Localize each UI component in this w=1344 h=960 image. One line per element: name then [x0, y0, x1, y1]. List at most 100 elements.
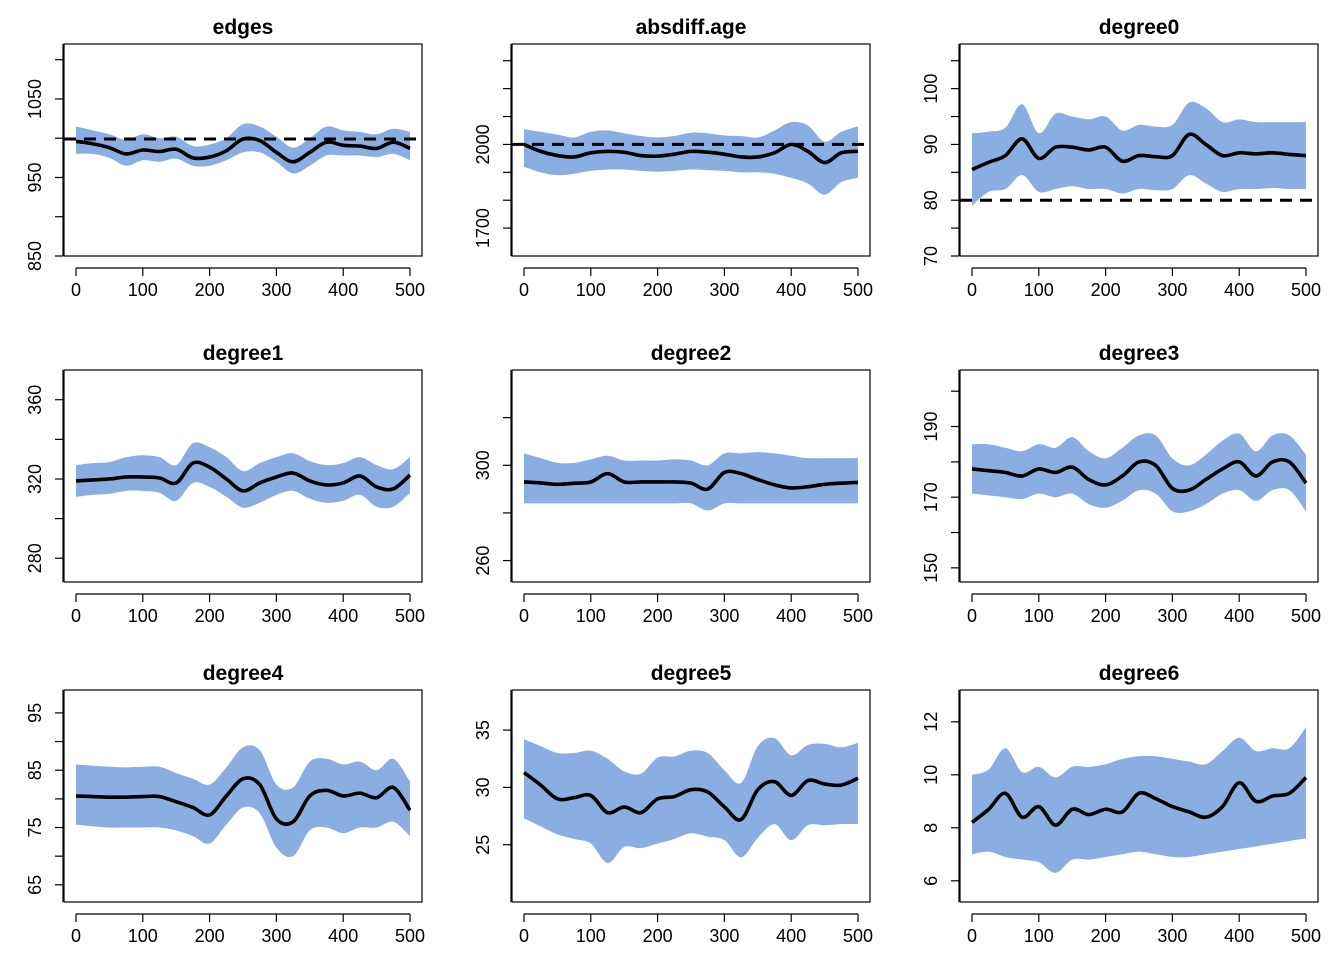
panel-degree6: degree6 0 100 200 300 400 500 6 8 10 12: [921, 662, 1321, 946]
plot-area: [971, 433, 1308, 513]
y-tick-label: 30: [473, 777, 493, 797]
panel-title: absdiff.age: [636, 16, 747, 39]
panel-title: degree1: [203, 342, 284, 365]
x-tick-label: 100: [128, 926, 158, 946]
x-tick-label: 500: [843, 606, 873, 626]
x-tick-label: 300: [261, 926, 291, 946]
x-axis: 0 100 200 300 400 500: [71, 913, 425, 946]
panel-title: degree0: [1099, 16, 1180, 39]
panel-degree5: degree5 0 100 200 300 400 500 25 30 35: [473, 662, 873, 946]
x-tick-label: 500: [395, 926, 425, 946]
y-tick-label: 65: [25, 875, 45, 895]
x-tick-label: 0: [519, 926, 529, 946]
y-tick-label: 1050: [25, 79, 45, 119]
y-tick-label: 300: [473, 450, 493, 480]
plot-area: [512, 121, 870, 195]
x-tick-label: 100: [128, 606, 158, 626]
confidence-band: [972, 433, 1306, 513]
plot-frame: [63, 369, 423, 583]
x-axis: 0 100 200 300 400 500: [967, 593, 1321, 626]
plot-area: [522, 737, 859, 864]
x-tick-label: 100: [576, 280, 606, 300]
plot-area: [75, 442, 412, 509]
panel-title: degree3: [1099, 342, 1180, 365]
x-tick-label: 300: [709, 926, 739, 946]
y-tick-label: 75: [25, 817, 45, 837]
plot-frame: [511, 369, 871, 583]
x-tick-label: 400: [1224, 926, 1254, 946]
x-tick-label: 200: [1091, 606, 1121, 626]
mean-line: [971, 132, 1307, 172]
plot-frame: [959, 369, 1319, 583]
plot-area: [75, 745, 412, 858]
x-tick-label: 300: [261, 606, 291, 626]
x-tick-label: 300: [1157, 280, 1187, 300]
panel-title: degree5: [651, 662, 732, 685]
mean-line: [523, 142, 859, 165]
y-axis: 6 8 10 12: [921, 690, 960, 902]
x-tick-label: 500: [395, 280, 425, 300]
y-tick-label: 25: [473, 835, 493, 855]
x-tick-label: 0: [519, 280, 529, 300]
x-tick-label: 100: [576, 926, 606, 946]
y-tick-label: 1700: [473, 208, 493, 248]
x-tick-label: 500: [843, 926, 873, 946]
x-tick-label: 500: [1291, 280, 1321, 300]
mean-line: [75, 776, 412, 826]
x-tick-label: 0: [71, 280, 81, 300]
plot-area: [64, 123, 422, 174]
x-tick-label: 400: [328, 280, 358, 300]
y-tick-label: 150: [921, 553, 941, 583]
x-tick-label: 100: [1024, 926, 1054, 946]
x-tick-label: 0: [71, 926, 81, 946]
x-tick-label: 200: [195, 280, 225, 300]
y-tick-label: 8: [921, 823, 941, 833]
x-tick-label: 100: [128, 280, 158, 300]
y-tick-label: 85: [25, 760, 45, 780]
x-tick-label: 200: [643, 606, 673, 626]
x-tick-label: 0: [519, 606, 529, 626]
x-tick-label: 0: [967, 926, 977, 946]
x-tick-label: 100: [576, 606, 606, 626]
y-tick-label: 850: [25, 241, 45, 271]
x-tick-label: 400: [776, 606, 806, 626]
y-axis: 150 170 190: [921, 370, 960, 583]
y-tick-label: 95: [25, 703, 45, 723]
plot-frame: [511, 43, 871, 257]
x-tick-label: 0: [71, 606, 81, 626]
y-tick-label: 6: [921, 876, 941, 886]
x-tick-label: 400: [328, 606, 358, 626]
x-tick-label: 400: [776, 280, 806, 300]
panel-title: degree4: [203, 662, 284, 685]
y-tick-label: 320: [25, 464, 45, 494]
panel-degree4: degree4 0 100 200 300 400 500 65 75 85 95: [25, 662, 425, 946]
plot-frame: [63, 689, 423, 903]
x-axis: 0 100 200 300 400 500: [519, 267, 873, 300]
y-tick-label: 190: [921, 412, 941, 442]
confidence-band: [524, 121, 858, 195]
y-axis: 1700 2000: [473, 44, 512, 256]
x-tick-label: 200: [643, 926, 673, 946]
plot-area: [970, 727, 1308, 873]
x-tick-label: 200: [195, 606, 225, 626]
x-tick-label: 500: [843, 280, 873, 300]
x-tick-label: 500: [395, 606, 425, 626]
panel-edges: edges 0 100 200 300 400 500 850 950 1050: [25, 16, 425, 300]
confidence-band: [76, 745, 410, 858]
mean-line: [971, 457, 1308, 494]
confidence-band: [524, 737, 858, 864]
y-tick-label: 90: [921, 134, 941, 154]
y-axis: 280 320 360: [25, 370, 64, 582]
y-tick-label: 100: [921, 74, 941, 104]
x-tick-label: 100: [1024, 280, 1054, 300]
panel-title: degree2: [651, 342, 732, 365]
mean-line: [75, 460, 412, 493]
panel-absdiff.age: absdiff.age 0 100 200 300 400 500 1700 2000: [473, 16, 873, 300]
y-tick-label: 260: [473, 546, 493, 576]
x-axis: 0 100 200 300 400 500: [967, 267, 1321, 300]
mean-line: [970, 776, 1308, 827]
y-tick-label: 35: [473, 720, 493, 740]
panel-title: edges: [213, 16, 274, 39]
x-tick-label: 300: [1157, 606, 1187, 626]
